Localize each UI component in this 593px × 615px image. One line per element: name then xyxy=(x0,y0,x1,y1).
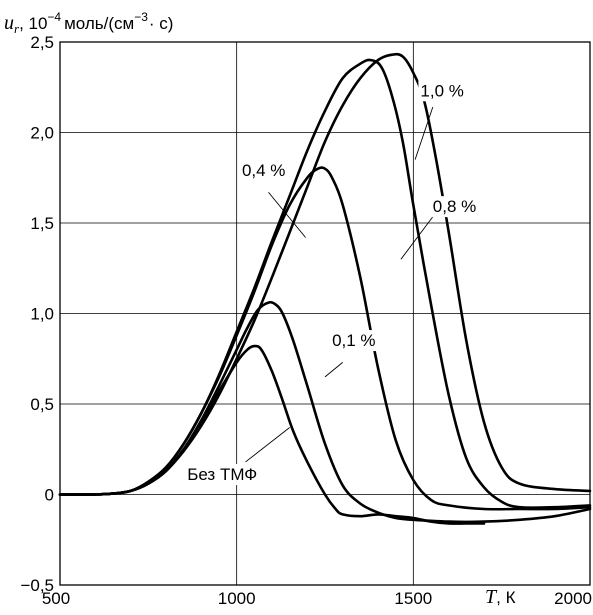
y-axis-label: ur, 10−4 моль/(см−3· с) xyxy=(4,10,173,36)
series-annotation: 0,8 % xyxy=(433,197,476,216)
leader-line xyxy=(245,427,290,463)
leader-lines xyxy=(245,107,437,463)
x-tick-label: 1500 xyxy=(394,589,432,608)
y-tick-label: 2,5 xyxy=(30,33,54,52)
annotation-bg xyxy=(430,196,479,218)
series-line xyxy=(58,166,592,511)
y-tick-label: 0,5 xyxy=(30,395,54,414)
leader-line xyxy=(268,191,306,238)
plot-frame xyxy=(59,41,591,586)
series-line xyxy=(58,58,592,509)
series-annotation: 0,1 % xyxy=(332,331,375,350)
leader-line xyxy=(414,107,434,160)
y-axis-unit-b: · с) xyxy=(149,14,174,33)
y-axis-unit-a: моль/(см xyxy=(64,14,134,33)
x-axis-var: T xyxy=(485,586,498,608)
series-annotation: 0,4 % xyxy=(242,161,285,180)
annotation-bg xyxy=(418,80,466,102)
y-tick-label: 1,5 xyxy=(30,214,54,233)
series-line xyxy=(58,52,592,496)
y-axis-var: u xyxy=(4,12,14,34)
y-tick-label: −0,5 xyxy=(20,576,54,595)
y-axis-rest: , 10 xyxy=(19,14,47,33)
y-axis-sub: r xyxy=(14,21,20,36)
annotation-bg xyxy=(330,330,378,352)
x-tick-labels: 500 1000 1500 2000 xyxy=(42,589,592,608)
series-annotation: 1,0 % xyxy=(420,81,463,100)
y-axis-unit-exp: −3 xyxy=(134,10,148,24)
annotation-bg xyxy=(239,159,288,181)
series-annotations: 1,0 % 0,8 % 0,4 % 0,1 % Без ТМФ xyxy=(185,80,479,486)
y-axis-exp: −4 xyxy=(47,10,61,24)
series-line xyxy=(58,344,486,525)
x-axis-label: T, К xyxy=(485,586,516,608)
x-tick-label: 500 xyxy=(42,589,70,608)
y-tick-label: 1,0 xyxy=(30,305,54,324)
leader-line xyxy=(400,211,437,260)
y-tick-label: 2,0 xyxy=(30,124,54,143)
series-lines xyxy=(58,52,592,525)
x-axis-unit: , К xyxy=(496,588,515,607)
y-tick-label: 0 xyxy=(45,486,54,505)
x-tick-label: 1000 xyxy=(218,589,256,608)
grid-lines xyxy=(60,42,590,585)
x-tick-label: 2000 xyxy=(554,589,592,608)
annotation-bg xyxy=(185,464,260,486)
y-tick-labels: −0,5 0 0,5 1,0 1,5 2,0 2,5 xyxy=(20,33,54,595)
series-annotation: Без ТМФ xyxy=(187,465,257,484)
leader-line xyxy=(324,362,343,378)
